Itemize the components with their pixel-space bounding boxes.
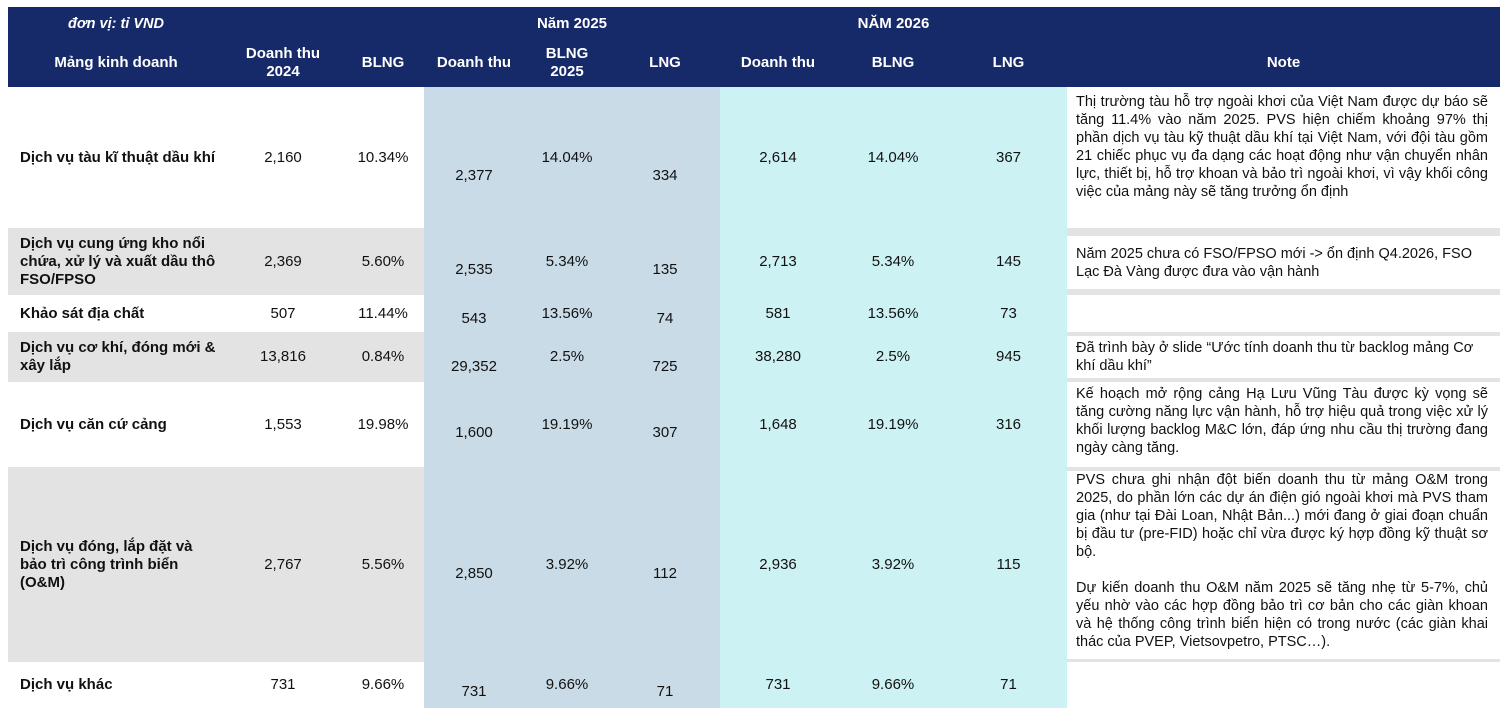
gross-profit-2026: 115 — [996, 555, 1021, 573]
gross-margin-2024: 19.98% — [357, 415, 409, 433]
gross-margin-2026: 19.19% — [867, 415, 919, 433]
col-header-gross-margin-2025-line2: 2025 — [550, 63, 584, 80]
gross-margin-2025: 3.92% — [545, 555, 589, 573]
revenue-2025: 731 — [461, 682, 487, 700]
revenue-2026: 2,936 — [759, 555, 797, 573]
gross-profit-2026: 71 — [1000, 676, 1017, 693]
col-header-gross-margin-2026: BLNG — [871, 54, 915, 71]
note-cell: PVS chưa ghi nhận đột biến doanh thu từ … — [1067, 471, 1500, 659]
gross-margin-2024: 0.84% — [361, 348, 405, 365]
col-header-revenue-2025: Doanh thu — [436, 54, 512, 71]
gross-profit-2026: 145 — [995, 252, 1022, 270]
col-header-revenue-2024-line2: 2024 — [266, 63, 300, 80]
unit-label: đơn vị: tỉ VND — [68, 15, 164, 32]
gross-margin-2024: 5.60% — [361, 252, 405, 270]
table-header: đơn vị: tỉ VND Năm 2025 NĂM 2026 Mảng ki… — [8, 7, 1500, 87]
col-header-revenue-2024: Doanh thu 2024 — [224, 43, 342, 83]
segment-name: Dịch vụ căn cứ cảng — [20, 415, 167, 433]
col-header-revenue-2026: Doanh thu — [740, 54, 816, 71]
revenue-2024: 2,160 — [264, 148, 302, 166]
segment-name: Dịch vụ cung ứng kho nổi chứa, xử lý và … — [20, 234, 216, 288]
note-cell: Đã trình bày ở slide “Ước tính doanh thu… — [1067, 336, 1500, 378]
gross-margin-2025: 5.34% — [545, 252, 589, 270]
gross-margin-2024: 11.44% — [358, 304, 408, 322]
gross-margin-2026: 13.56% — [867, 304, 919, 322]
year-2026-header: NĂM 2026 — [857, 14, 930, 32]
segment-name: Dịch vụ tàu kĩ thuật dầu khí — [20, 148, 216, 166]
gross-margin-2025: 2.5% — [549, 348, 585, 365]
revenue-2024: 2,767 — [264, 555, 302, 573]
gross-margin-2024: 10.34% — [357, 148, 409, 166]
business-segment-table: đơn vị: tỉ VND Năm 2025 NĂM 2026 Mảng ki… — [8, 7, 1500, 708]
revenue-2025: 1,600 — [455, 424, 493, 441]
revenue-2026: 581 — [765, 304, 791, 322]
gross-margin-2026: 5.34% — [871, 252, 915, 270]
gross-profit-2025: 71 — [656, 682, 674, 700]
gross-margin-2025: 14.04% — [541, 148, 593, 166]
band-2025 — [424, 87, 720, 708]
revenue-2025: 29,352 — [451, 358, 497, 375]
gross-margin-2026: 14.04% — [867, 148, 919, 166]
gross-profit-2025: 334 — [652, 166, 678, 184]
col-header-revenue-2024-line1: Doanh thu — [245, 45, 321, 62]
revenue-2026: 2,713 — [759, 252, 797, 270]
revenue-2026: 731 — [765, 676, 791, 693]
revenue-2025: 2,377 — [455, 166, 493, 184]
gross-profit-2026: 367 — [995, 148, 1022, 166]
revenue-2025: 2,535 — [455, 261, 493, 278]
gross-margin-2024: 9.66% — [361, 676, 405, 693]
note-text: Thị trường tàu hỗ trợ ngoài khơi của Việ… — [1076, 94, 1488, 200]
gross-margin-2024: 5.56% — [361, 555, 405, 573]
segment-name: Khảo sát địa chất — [20, 304, 145, 322]
revenue-2024: 13,816 — [260, 348, 306, 365]
col-header-gross-profit-2026: LNG — [992, 54, 1025, 71]
gross-profit-2026: 316 — [995, 415, 1022, 433]
gross-margin-2026: 3.92% — [871, 555, 915, 573]
revenue-2025: 2,850 — [455, 564, 493, 582]
col-header-note: Note — [1266, 54, 1301, 71]
segment-name: Dịch vụ đóng, lắp đặt và bảo trì công tr… — [20, 537, 193, 591]
note-text: Năm 2025 chưa có FSO/FPSO mới -> ổn định… — [1076, 245, 1472, 280]
note-text: Kế hoạch mở rộng cảng Hạ Lưu Vũng Tàu đư… — [1076, 386, 1488, 456]
gross-profit-2025: 74 — [656, 309, 674, 327]
segment-name: Dịch vụ cơ khí, đóng mới & xây lắp — [20, 339, 216, 374]
col-header-segment: Mảng kinh doanh — [54, 54, 178, 71]
gross-profit-2025: 725 — [652, 358, 678, 375]
revenue-2025: 543 — [461, 309, 487, 327]
note-text: Đã trình bày ở slide “Ước tính doanh thu… — [1076, 340, 1474, 374]
gross-profit-2026: 73 — [1000, 304, 1017, 322]
note-cell: Năm 2025 chưa có FSO/FPSO mới -> ổn định… — [1067, 236, 1500, 289]
note-cell — [1067, 297, 1500, 328]
note-cell: Thị trường tàu hỗ trợ ngoài khơi của Việ… — [1067, 93, 1500, 223]
gross-margin-2025: 9.66% — [545, 676, 589, 693]
gross-margin-2025: 19.19% — [541, 415, 593, 433]
gross-margin-2026: 9.66% — [871, 676, 915, 693]
revenue-2024: 2,369 — [264, 252, 302, 270]
revenue-2026: 2,614 — [759, 148, 797, 166]
gross-profit-2026: 945 — [995, 348, 1022, 365]
gross-profit-2025: 135 — [652, 261, 678, 278]
band-2026 — [720, 87, 1067, 708]
revenue-2024: 507 — [270, 304, 296, 322]
note-cell — [1067, 665, 1500, 705]
revenue-2024: 1,553 — [264, 415, 302, 433]
col-header-gross-margin-2025-line1: BLNG — [545, 45, 589, 62]
gross-profit-2025: 112 — [653, 564, 677, 582]
revenue-2026: 38,280 — [755, 348, 801, 365]
gross-margin-2025: 13.56% — [541, 304, 593, 322]
gross-margin-2026: 2.5% — [875, 348, 911, 365]
note-cell: Kế hoạch mở rộng cảng Hạ Lưu Vũng Tàu đư… — [1067, 385, 1500, 464]
col-header-gross-margin-2025: BLNG 2025 — [524, 43, 610, 83]
revenue-2026: 1,648 — [759, 415, 797, 433]
col-header-gross-profit-2025: LNG — [649, 54, 681, 71]
revenue-2024: 731 — [270, 676, 296, 693]
note-text: PVS chưa ghi nhận đột biến doanh thu từ … — [1076, 472, 1488, 560]
col-header-gross-margin-2024: BLNG — [361, 54, 405, 71]
year-2025-header: Năm 2025 — [536, 14, 608, 32]
gross-profit-2025: 307 — [652, 424, 678, 441]
note-text: Dự kiến doanh thu O&M năm 2025 sẽ tăng n… — [1076, 580, 1488, 650]
segment-name: Dịch vụ khác — [20, 676, 113, 693]
